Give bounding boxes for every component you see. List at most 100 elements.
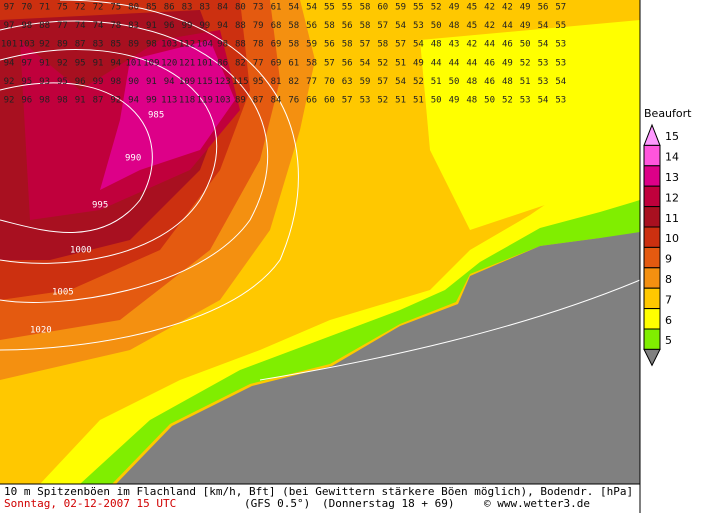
wind-value: 91 [75, 96, 86, 106]
legend-label: 10 [665, 232, 679, 245]
isobar-label: 1000 [70, 246, 92, 256]
wind-value: 94 [110, 58, 121, 68]
wind-value: 69 [271, 58, 282, 68]
wind-value: 92 [110, 96, 121, 106]
wind-value: 52 [413, 77, 424, 87]
wind-value: 54 [413, 40, 424, 50]
wind-value: 58 [288, 21, 299, 31]
wind-value: 58 [377, 40, 388, 50]
wind-value: 59 [306, 40, 317, 50]
wind-value: 56 [538, 3, 549, 13]
wind-value: 56 [324, 40, 335, 50]
wind-value: 54 [538, 21, 549, 31]
wind-value: 98 [39, 96, 50, 106]
isobar-label: 990 [125, 154, 141, 164]
legend-swatch [643, 206, 661, 228]
wind-value: 51 [413, 96, 424, 106]
legend-swatch [643, 267, 661, 289]
wind-value: 58 [360, 3, 371, 13]
wind-value: 92 [4, 77, 15, 87]
date: Sonntag, 02-12-2007 15 UTC [4, 497, 176, 510]
wind-value: 46 [484, 77, 495, 87]
isobar-label: 995 [92, 201, 108, 211]
wind-value: 61 [288, 58, 299, 68]
wind-value: 81 [271, 77, 282, 87]
wind-value: 83 [182, 3, 193, 13]
wind-value: 93 [39, 77, 50, 87]
wind-value: 51 [395, 96, 406, 106]
wind-value: 101 [125, 58, 141, 68]
legend-label: 11 [665, 212, 679, 225]
wind-value: 53 [413, 21, 424, 31]
wind-value: 45 [466, 21, 477, 31]
wind-value: 49 [520, 3, 531, 13]
wind-value: 83 [128, 21, 139, 31]
caption-box [0, 484, 640, 513]
legend-label: 5 [665, 334, 672, 347]
wind-value: 115 [197, 77, 213, 87]
wind-value: 80 [128, 3, 139, 13]
map-field [0, 0, 641, 484]
wind-value: 71 [39, 3, 50, 13]
wind-value: 57 [342, 96, 353, 106]
wind-value: 52 [431, 3, 442, 13]
wind-value: 89 [57, 40, 68, 50]
wind-value: 98 [21, 21, 32, 31]
wind-value: 57 [377, 21, 388, 31]
legend-swatch [643, 185, 661, 208]
wind-value: 57 [360, 40, 371, 50]
wind-value: 83 [93, 40, 104, 50]
wind-value: 95 [75, 58, 86, 68]
wind-value: 50 [449, 77, 460, 87]
wind-value: 118 [179, 96, 195, 106]
legend-label: 14 [665, 151, 679, 164]
wind-value: 87 [253, 96, 264, 106]
wind-value: 53 [555, 96, 566, 106]
wind-value: 54 [538, 40, 549, 50]
wind-value: 109 [143, 58, 159, 68]
wind-value: 104 [197, 40, 213, 50]
run: (Donnerstag 18 + 69) [322, 497, 454, 510]
legend-swatch [643, 328, 661, 350]
wind-value: 44 [449, 58, 460, 68]
model: (GFS 0.5°) [244, 497, 310, 510]
wind-value: 51 [431, 77, 442, 87]
wind-value: 63 [342, 77, 353, 87]
wind-value: 49 [449, 96, 460, 106]
wind-value: 59 [360, 77, 371, 87]
wind-value: 69 [271, 40, 282, 50]
wind-value: 49 [413, 58, 424, 68]
wind-value: 97 [4, 3, 15, 13]
wind-value: 103 [214, 96, 230, 106]
wind-value: 78 [253, 40, 264, 50]
wind-value: 50 [484, 96, 495, 106]
wind-value: 54 [360, 58, 371, 68]
wind-value: 48 [466, 96, 477, 106]
wind-value: 75 [110, 3, 121, 13]
wind-value: 50 [520, 40, 531, 50]
legend-label: 9 [665, 253, 672, 266]
wind-value: 54 [395, 77, 406, 87]
wind-value: 96 [75, 77, 86, 87]
wind-value: 53 [520, 96, 531, 106]
wind-value: 44 [484, 40, 495, 50]
wind-value: 112 [179, 40, 195, 50]
wind-value: 53 [538, 58, 549, 68]
wind-value: 52 [377, 58, 388, 68]
wind-value: 92 [57, 58, 68, 68]
wind-value: 70 [324, 77, 335, 87]
wind-value: 53 [555, 58, 566, 68]
wind-value: 57 [377, 77, 388, 87]
wind-value: 91 [39, 58, 50, 68]
wind-value: 60 [377, 3, 388, 13]
wind-value: 59 [395, 3, 406, 13]
wind-value: 58 [324, 21, 335, 31]
wind-value: 97 [21, 58, 32, 68]
wind-value: 119 [197, 96, 213, 106]
wind-value: 91 [146, 21, 157, 31]
wind-value: 84 [217, 3, 228, 13]
wind-value: 79 [253, 21, 264, 31]
wind-value: 82 [288, 77, 299, 87]
legend-swatch [643, 165, 661, 187]
wind-value: 75 [57, 3, 68, 13]
